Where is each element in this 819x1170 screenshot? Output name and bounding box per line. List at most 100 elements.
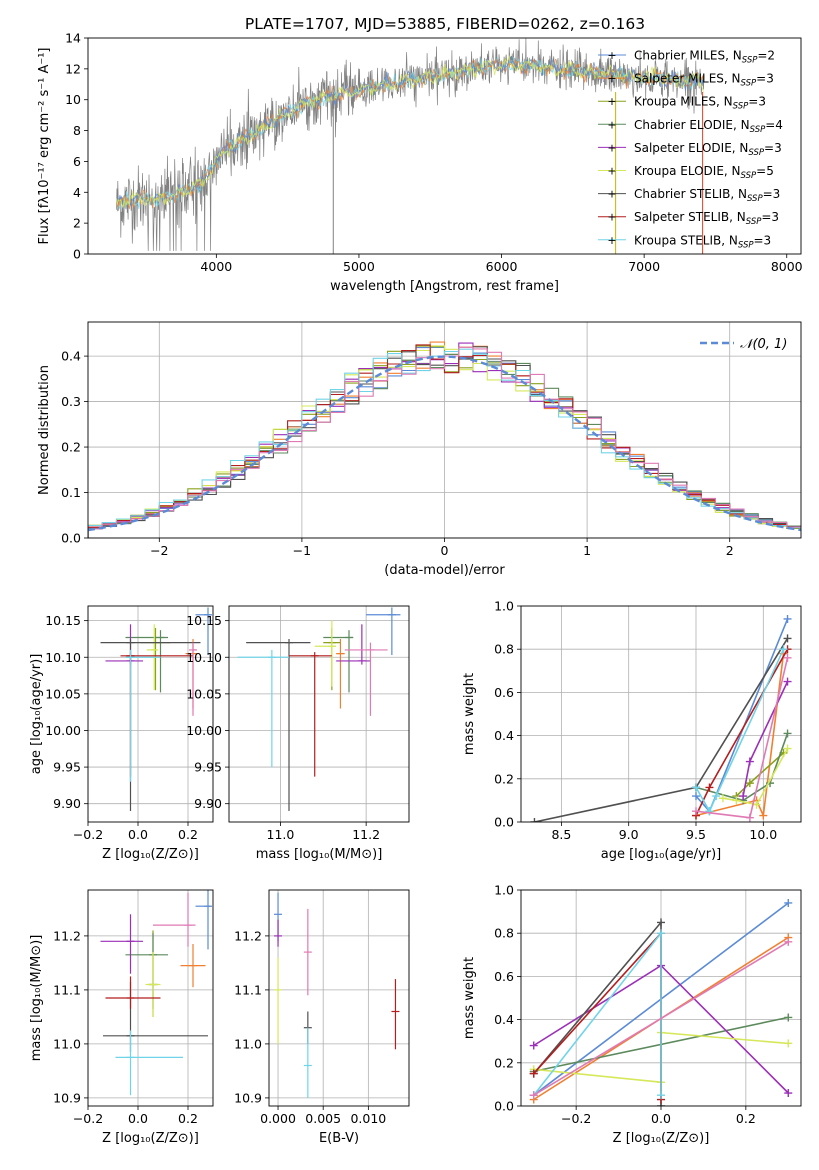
spectrum-axes-frame	[87, 37, 802, 255]
weight-series-line	[533, 941, 789, 1096]
y-tick-label: 1.0	[494, 599, 514, 614]
legend-marker: +	[607, 188, 616, 201]
residuals-axes-frame	[87, 321, 802, 539]
weight-point-marker	[530, 818, 539, 822]
y-tick-label: 0.4	[494, 1012, 514, 1027]
z-weight-panel: −0.2 0.0 0.2 0.0 0.2 0.4 0.6 0.8 1.0 Z [log₁₀(Z/Z…	[462, 883, 802, 1146]
y-tick-label: 1.0	[494, 883, 514, 898]
spectrum-panel: 4000 5000 6000 7000 8000 0 2 4 6 8 10 12 14 wavelengt…	[37, 31, 803, 295]
y-tick-label: 0.4	[61, 349, 81, 364]
legend-marker: +	[607, 72, 616, 85]
y-tick-label: 9.95	[53, 760, 81, 775]
x-tick-label: 2	[726, 543, 734, 558]
x-tick-label: −1	[293, 543, 311, 558]
z-age-axes-frame	[87, 605, 214, 823]
x-tick-label: −0.2	[73, 1111, 103, 1126]
z-age-panel: −0.2 0.0 0.2 9.90 9.95 10.00 10.05 10.10 10.15 Z …	[29, 605, 214, 862]
weight-point-marker	[529, 1069, 538, 1078]
y-tick-label: 0.3	[61, 394, 81, 409]
legend-entry: Kroupa ELODIE, NSSP=5	[634, 164, 774, 181]
x-tick-label: −0.2	[561, 1111, 591, 1126]
legend-entry: Chabrier ELODIE, NSSP=4	[634, 118, 783, 135]
y-tick-label: 0	[73, 247, 81, 262]
x-tick-label: 11.2	[352, 827, 380, 842]
y-tick-label: 0.1	[61, 485, 81, 500]
y-tick-label: 9.90	[53, 796, 81, 811]
y-tick-label: 10.00	[45, 723, 81, 738]
x-axis-label: E(B-V)	[319, 1131, 359, 1146]
x-tick-label: 5000	[343, 259, 375, 274]
age-weight-plot-area	[521, 606, 801, 822]
weight-point-marker	[783, 677, 792, 686]
x-tick-label: 0.0	[128, 1111, 148, 1126]
y-tick-label: 0.4	[494, 728, 514, 743]
x-axis-label: age [log₁₀(age/yr)]	[601, 847, 722, 862]
weight-series-line	[534, 637, 789, 822]
weight-point-marker	[745, 779, 754, 788]
weight-point-marker	[784, 1039, 793, 1048]
weight-point-marker	[692, 807, 700, 816]
y-tick-label: 0.0	[61, 531, 81, 546]
y-tick-label: 8	[73, 123, 81, 138]
mass-age-plot-area	[229, 606, 409, 822]
x-tick-label: 0.2	[178, 1111, 198, 1126]
ebv-mass-plot-area	[269, 890, 409, 1106]
weight-point-marker	[692, 783, 700, 792]
y-axis-label: mass weight	[462, 673, 477, 755]
legend-entry: Salpeter STELIB, NSSP=3	[634, 210, 779, 227]
x-axis-label: Z [log₁₀(Z/Z⊙)]	[102, 847, 199, 862]
y-tick-label: 0.8	[494, 926, 514, 941]
x-tick-label: 0.0	[651, 1111, 671, 1126]
histogram-step-line	[88, 346, 801, 538]
z-weight-plot-area	[521, 890, 801, 1106]
y-tick-label: 11.0	[234, 1036, 262, 1051]
x-tick-label: 0.2	[178, 827, 198, 842]
mass-age-panel: 11.0 11.2 9.90 9.95 10.00 10.05 10.10 10.15 mass…	[186, 605, 410, 862]
weight-point-marker	[712, 792, 721, 801]
x-axis-label: Z [log₁₀(Z/Z⊙)]	[102, 1131, 199, 1146]
age-weight-panel: 8.5 9.0 9.5 10.0 0.0 0.2 0.4 0.6 0.8 1.0 age [log₁…	[462, 599, 802, 862]
legend-marker: +	[607, 118, 616, 131]
weight-point-marker	[784, 1089, 793, 1098]
weight-series-line	[695, 653, 785, 819]
legend-marker: +	[607, 165, 616, 178]
y-tick-label: 0.6	[494, 685, 514, 700]
y-axis-label: Flux [fλ10⁻¹⁷ erg cm⁻² s⁻¹ A⁻¹]	[37, 48, 52, 245]
residuals-plot-area	[88, 322, 801, 538]
y-tick-label: 4	[73, 185, 81, 200]
legend-entry: Salpeter ELODIE, NSSP=3	[634, 141, 782, 158]
normal-reference-curve	[88, 355, 801, 532]
legend-entry: Kroupa MILES, NSSP=3	[634, 95, 766, 112]
x-axis-label: (data-model)/error	[384, 563, 505, 578]
x-tick-label: 4000	[200, 259, 232, 274]
x-tick-label: 6000	[486, 259, 518, 274]
legend-marker: +	[607, 211, 616, 224]
y-axis-label: Normed distribution	[37, 365, 52, 495]
z-age-plot-area	[88, 606, 213, 822]
y-tick-label: 0.0	[494, 1099, 514, 1114]
weight-point-marker	[783, 729, 792, 738]
spectrum-plot-area	[116, 38, 705, 254]
x-tick-label: 8000	[771, 259, 803, 274]
y-tick-label: 0.2	[494, 1055, 514, 1070]
weight-point-marker	[784, 898, 793, 907]
age-weight-axes-frame	[520, 605, 802, 823]
y-tick-label: 10.15	[186, 613, 222, 628]
x-tick-label: 10.0	[749, 827, 777, 842]
y-tick-label: 11.1	[53, 982, 81, 997]
chart-title: PLATE=1707, MJD=53885, FIBERID=0262, z=0…	[245, 15, 645, 33]
y-tick-label: 10.00	[186, 723, 222, 738]
x-tick-label: 0.2	[736, 1111, 756, 1126]
y-axis-label: mass [log₁₀(M/M⊙)]	[29, 935, 44, 1062]
weight-point-marker	[657, 929, 665, 938]
legend-marker: +	[607, 49, 616, 62]
y-tick-label: 9.95	[194, 760, 222, 775]
x-axis-label: Z [log₁₀(Z/Z⊙)]	[613, 1131, 710, 1146]
x-tick-label: 0.000	[260, 1111, 296, 1126]
weight-point-marker	[784, 1013, 793, 1022]
weight-point-marker	[783, 744, 792, 753]
y-tick-label: 10.15	[45, 613, 81, 628]
x-axis-label: wavelength [Angstrom, rest frame]	[330, 279, 559, 294]
legend-marker: +	[607, 234, 616, 247]
residuals-panel: −2 −1 0 1 2 0.0 0.1 0.2 0.3 0.4 (data-model)/error…	[37, 321, 802, 578]
